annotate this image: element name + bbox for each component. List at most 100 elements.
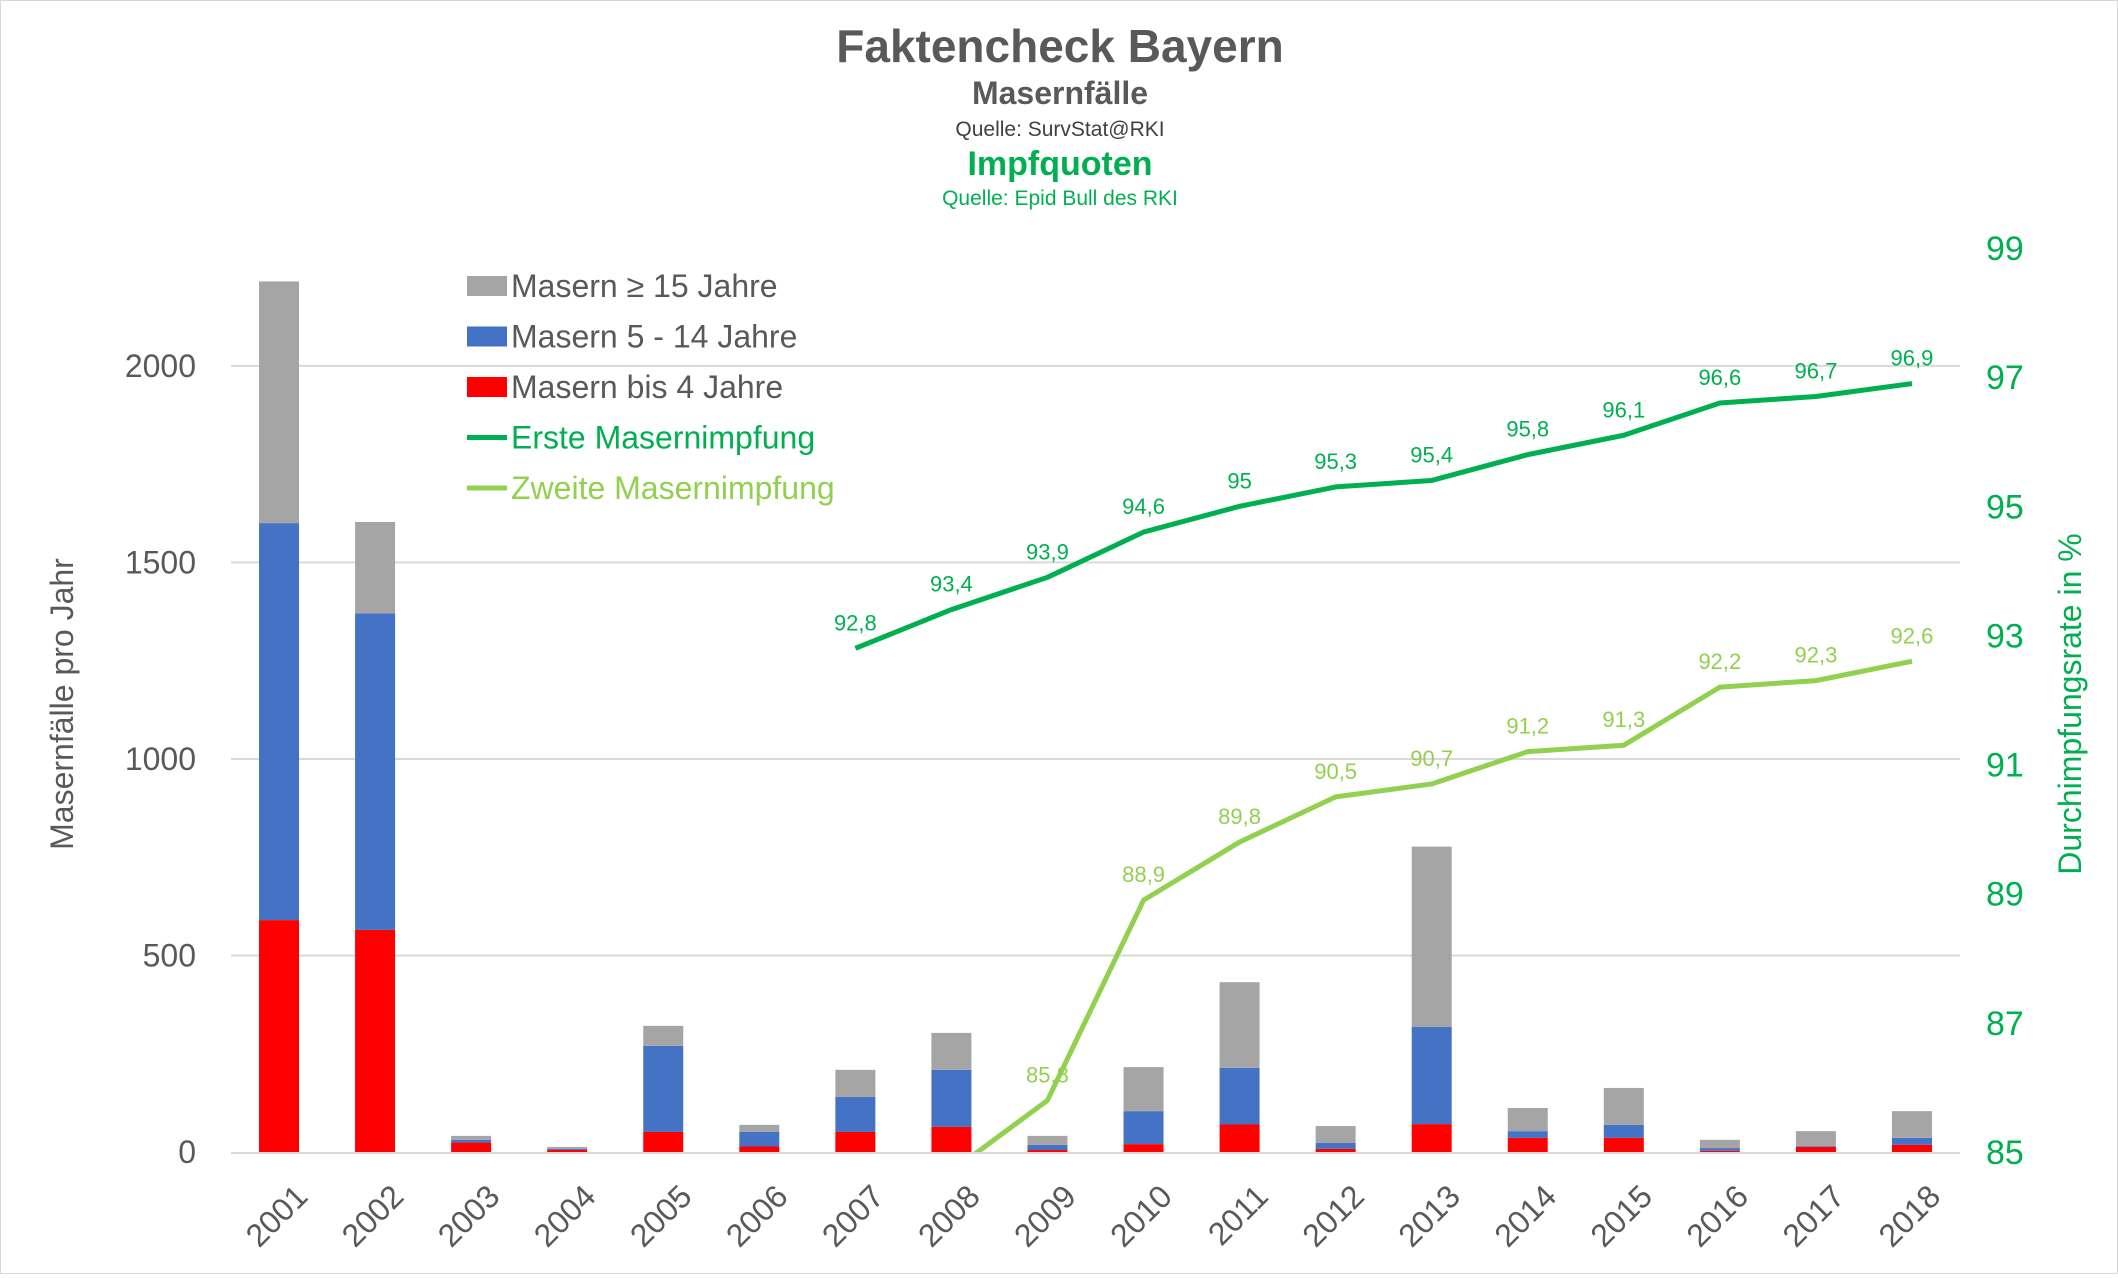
bar-segment <box>1411 1027 1452 1125</box>
chart-subtitle-vaccination: Impfquoten <box>967 145 1152 183</box>
bar-segment <box>835 1131 876 1152</box>
data-label: 90,7 <box>1410 746 1453 771</box>
data-label: 96,6 <box>1698 365 1741 390</box>
data-label: 93,4 <box>930 572 973 597</box>
data-label: 85,8 <box>1026 1062 1069 1087</box>
bar-segment <box>1891 1111 1932 1138</box>
legend-label: Masern bis 4 Jahre <box>511 369 783 405</box>
data-label: 95,4 <box>1410 442 1453 467</box>
bar-segment <box>1795 1131 1836 1147</box>
data-label: 96,9 <box>1891 346 1934 371</box>
data-label: 89,8 <box>1218 804 1261 829</box>
chart-source-measles: Quelle: SurvStat@RKI <box>955 118 1164 141</box>
data-label: 95,3 <box>1314 449 1357 474</box>
chart-subtitle-measles: Masernfälle <box>972 75 1148 111</box>
bar-segment <box>1891 1144 1932 1152</box>
bar-segment <box>547 1148 588 1151</box>
series-line <box>973 658 1913 1152</box>
bar-segment <box>1507 1131 1548 1138</box>
x-tick-label: 2015 <box>1583 1178 1659 1254</box>
x-tick-label: 2012 <box>1295 1178 1371 1254</box>
bar-segment <box>643 1131 684 1152</box>
bar-segment <box>1603 1087 1644 1125</box>
data-label: 94,6 <box>1122 494 1165 519</box>
bar-segment <box>1507 1137 1548 1152</box>
bar-segment <box>1219 1067 1260 1125</box>
bar-segment <box>931 1032 972 1070</box>
bar-segment <box>1891 1137 1932 1145</box>
bar-segment <box>1603 1124 1644 1138</box>
legend-swatch <box>467 326 507 347</box>
bar-segment <box>1699 1150 1740 1152</box>
bar-segment <box>451 1135 492 1140</box>
data-label: 90,5 <box>1314 759 1357 784</box>
bar-segment <box>1027 1150 1068 1152</box>
bar-segment <box>547 1150 588 1152</box>
bar-segment <box>1795 1146 1836 1152</box>
bar-segment <box>643 1025 684 1046</box>
y2-axis-title: Durchimpfungsrate in % <box>2052 533 2088 874</box>
y-tick-label: 1500 <box>125 544 196 580</box>
bar-segment <box>1795 1146 1836 1147</box>
bar-segment <box>739 1124 780 1132</box>
bar-segment <box>1123 1144 1164 1152</box>
x-tick-label: 2016 <box>1679 1178 1755 1254</box>
bar-segment <box>1315 1126 1356 1143</box>
data-label: 88,9 <box>1122 862 1165 887</box>
data-label: 92,2 <box>1698 649 1741 674</box>
data-label: 93,9 <box>1026 539 1069 564</box>
y2-tick-label: 97 <box>1986 359 2024 397</box>
x-tick-label: 2005 <box>623 1178 699 1254</box>
x-tick-label: 2002 <box>335 1178 411 1254</box>
bar-segment <box>355 613 396 930</box>
y-tick-label: 500 <box>143 937 196 973</box>
data-label: 95,8 <box>1506 417 1549 442</box>
data-label: 91,3 <box>1602 707 1645 732</box>
y2-tick-label: 99 <box>1986 230 2024 268</box>
bar-segment <box>1411 1124 1452 1152</box>
bar-segment <box>835 1096 876 1132</box>
bar-segment <box>259 523 300 921</box>
x-tick-label: 2011 <box>1201 1178 1275 1252</box>
y2-tick-label: 91 <box>1986 747 2024 785</box>
bar-segment <box>1123 1067 1164 1112</box>
bar-segment <box>1027 1144 1068 1151</box>
bar-segment <box>931 1126 972 1152</box>
y2-tick-label: 93 <box>1986 617 2024 655</box>
y-tick-label: 0 <box>178 1134 196 1170</box>
x-tick-label: 2010 <box>1103 1178 1179 1254</box>
data-label: 92,3 <box>1795 643 1838 668</box>
bar-segment <box>259 920 300 1152</box>
x-tick-label: 2007 <box>815 1178 891 1254</box>
y2-tick-label: 89 <box>1986 876 2024 914</box>
x-tick-label: 2008 <box>911 1178 987 1254</box>
y-tick-label: 1000 <box>125 741 196 777</box>
legend-label: Zweite Masernimpfung <box>511 470 835 506</box>
bar-segment <box>931 1069 972 1127</box>
bar-segment <box>355 929 396 1152</box>
x-tick-label: 2018 <box>1872 1178 1948 1254</box>
bar-segment <box>1411 846 1452 1028</box>
bar-segment <box>355 521 396 614</box>
data-label: 92,6 <box>1891 623 1934 648</box>
bar-segment <box>451 1139 492 1143</box>
bar-segment <box>643 1045 684 1132</box>
x-tick-label: 2003 <box>431 1178 507 1254</box>
y-axis-title: Masernfälle pro Jahr <box>44 558 80 850</box>
chart-title: Faktencheck Bayern <box>836 20 1283 72</box>
legend-swatch <box>467 276 507 296</box>
bar-segment <box>259 281 300 524</box>
bar-segment <box>1219 1124 1260 1152</box>
data-label: 96,7 <box>1795 359 1838 384</box>
chart-source-vaccination: Quelle: Epid Bull des RKI <box>942 187 1178 210</box>
bar-segment <box>1603 1137 1644 1152</box>
bar-segment <box>547 1146 588 1149</box>
bar-segment <box>739 1131 780 1147</box>
legend-label: Masern 5 - 14 Jahre <box>511 319 797 355</box>
x-tick-label: 2004 <box>527 1178 603 1254</box>
y2-tick-label: 87 <box>1986 1005 2024 1043</box>
bar-segment <box>835 1069 876 1097</box>
data-label: 92,8 <box>834 610 877 635</box>
